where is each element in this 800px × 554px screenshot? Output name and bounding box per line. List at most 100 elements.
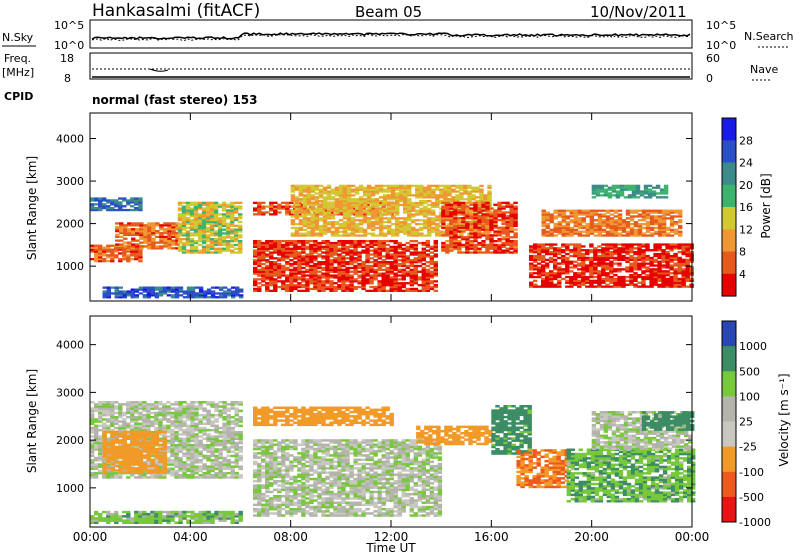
echo-cell [453,207,458,210]
echo-cell [569,281,574,284]
echo-cell [601,224,607,228]
echo-cell [415,211,420,214]
echo-cell [471,219,476,222]
echo-cell [154,294,160,297]
echo-cell [197,224,203,227]
echo-cell [353,278,358,281]
echo-cell [657,254,662,258]
echo-cell [265,240,270,243]
echo-cell [395,205,400,208]
echo-cell [685,266,690,269]
echo-cell [234,217,239,220]
echo-cell [391,188,396,191]
echo-cell [374,200,380,203]
echo-cell [678,221,683,224]
echo-cell [635,190,641,193]
echo-cell [226,247,231,250]
echo-cell [170,288,176,291]
echo-cell [405,259,410,262]
echo-cell [449,203,454,206]
echo-cell [501,222,506,225]
echo-cell [549,232,554,235]
echo-cell [613,243,618,246]
echo-cell [545,247,550,250]
echo-cell [681,249,686,252]
echo-cell [585,224,590,228]
echo-cell [374,221,380,224]
echo-cell [119,230,124,233]
echo-cell [465,222,470,225]
echo-cell [167,231,172,235]
echo-cell [349,249,354,252]
echo-cell [139,245,144,248]
echo-cell [657,217,663,220]
echo-cell [401,247,406,250]
echo-cell [441,207,446,210]
echo-cell [313,255,318,258]
echo-cell [182,292,188,295]
echo-cell [387,190,392,193]
echo-cell [505,217,510,220]
echo-cell [306,184,312,187]
echo-cell [553,226,558,230]
echo-cell [114,401,119,404]
echo-cell [306,232,312,235]
echo-cell [589,232,595,235]
echo-cell [130,254,135,257]
echo-cell [419,192,424,195]
echo-cell [353,268,358,271]
echo-cell [451,198,456,201]
echo-cell [509,217,514,220]
echo-cell [159,239,164,242]
echo-cell [501,218,506,222]
echo-cell [379,217,384,220]
echo-cell [593,254,598,258]
echo-cell [465,241,470,245]
echo-cell [501,205,506,208]
echo-cell [94,244,99,247]
echo-cell [273,247,278,250]
echo-cell [342,198,348,201]
echo-cell [94,207,99,210]
echo-cell [653,223,659,226]
echo-cell [603,190,609,193]
echo-cell [94,418,99,421]
echo-cell [577,221,582,224]
echo-cell [685,247,690,250]
echo-cell [545,232,550,235]
echo-cell [186,296,192,299]
echo-cell [221,224,227,227]
echo-cell [431,211,436,214]
echo-cell [433,284,438,287]
echo-cell [529,256,534,260]
echo-cell [577,275,582,279]
echo-cell [609,224,615,228]
echo-cell [379,219,384,222]
echo-cell [685,254,690,258]
echo-cell [185,230,191,233]
echo-cell [354,211,360,214]
echo-cell [261,262,266,266]
echo-cell [613,268,618,271]
echo-cell [413,278,418,281]
echo-cell [383,207,388,210]
echo-cell [123,233,128,237]
echo-cell [619,184,625,187]
echo-cell [381,241,386,245]
echo-cell [493,224,498,227]
echo-cell [569,251,574,254]
echo-cell [557,221,562,224]
freq-left-tick-top: 18 [60,52,74,65]
echo-cell [106,207,111,210]
echo-cell [441,245,446,248]
echo-cell [645,228,651,231]
echo-cell [573,281,578,284]
echo-cell [661,275,666,279]
echo-cell [345,262,350,266]
echo-cell [661,281,666,284]
echo-cell [685,264,690,267]
echo-cell [370,200,376,203]
echo-cell [181,218,187,222]
echo-cell [294,232,300,235]
echo-cell [94,405,99,408]
